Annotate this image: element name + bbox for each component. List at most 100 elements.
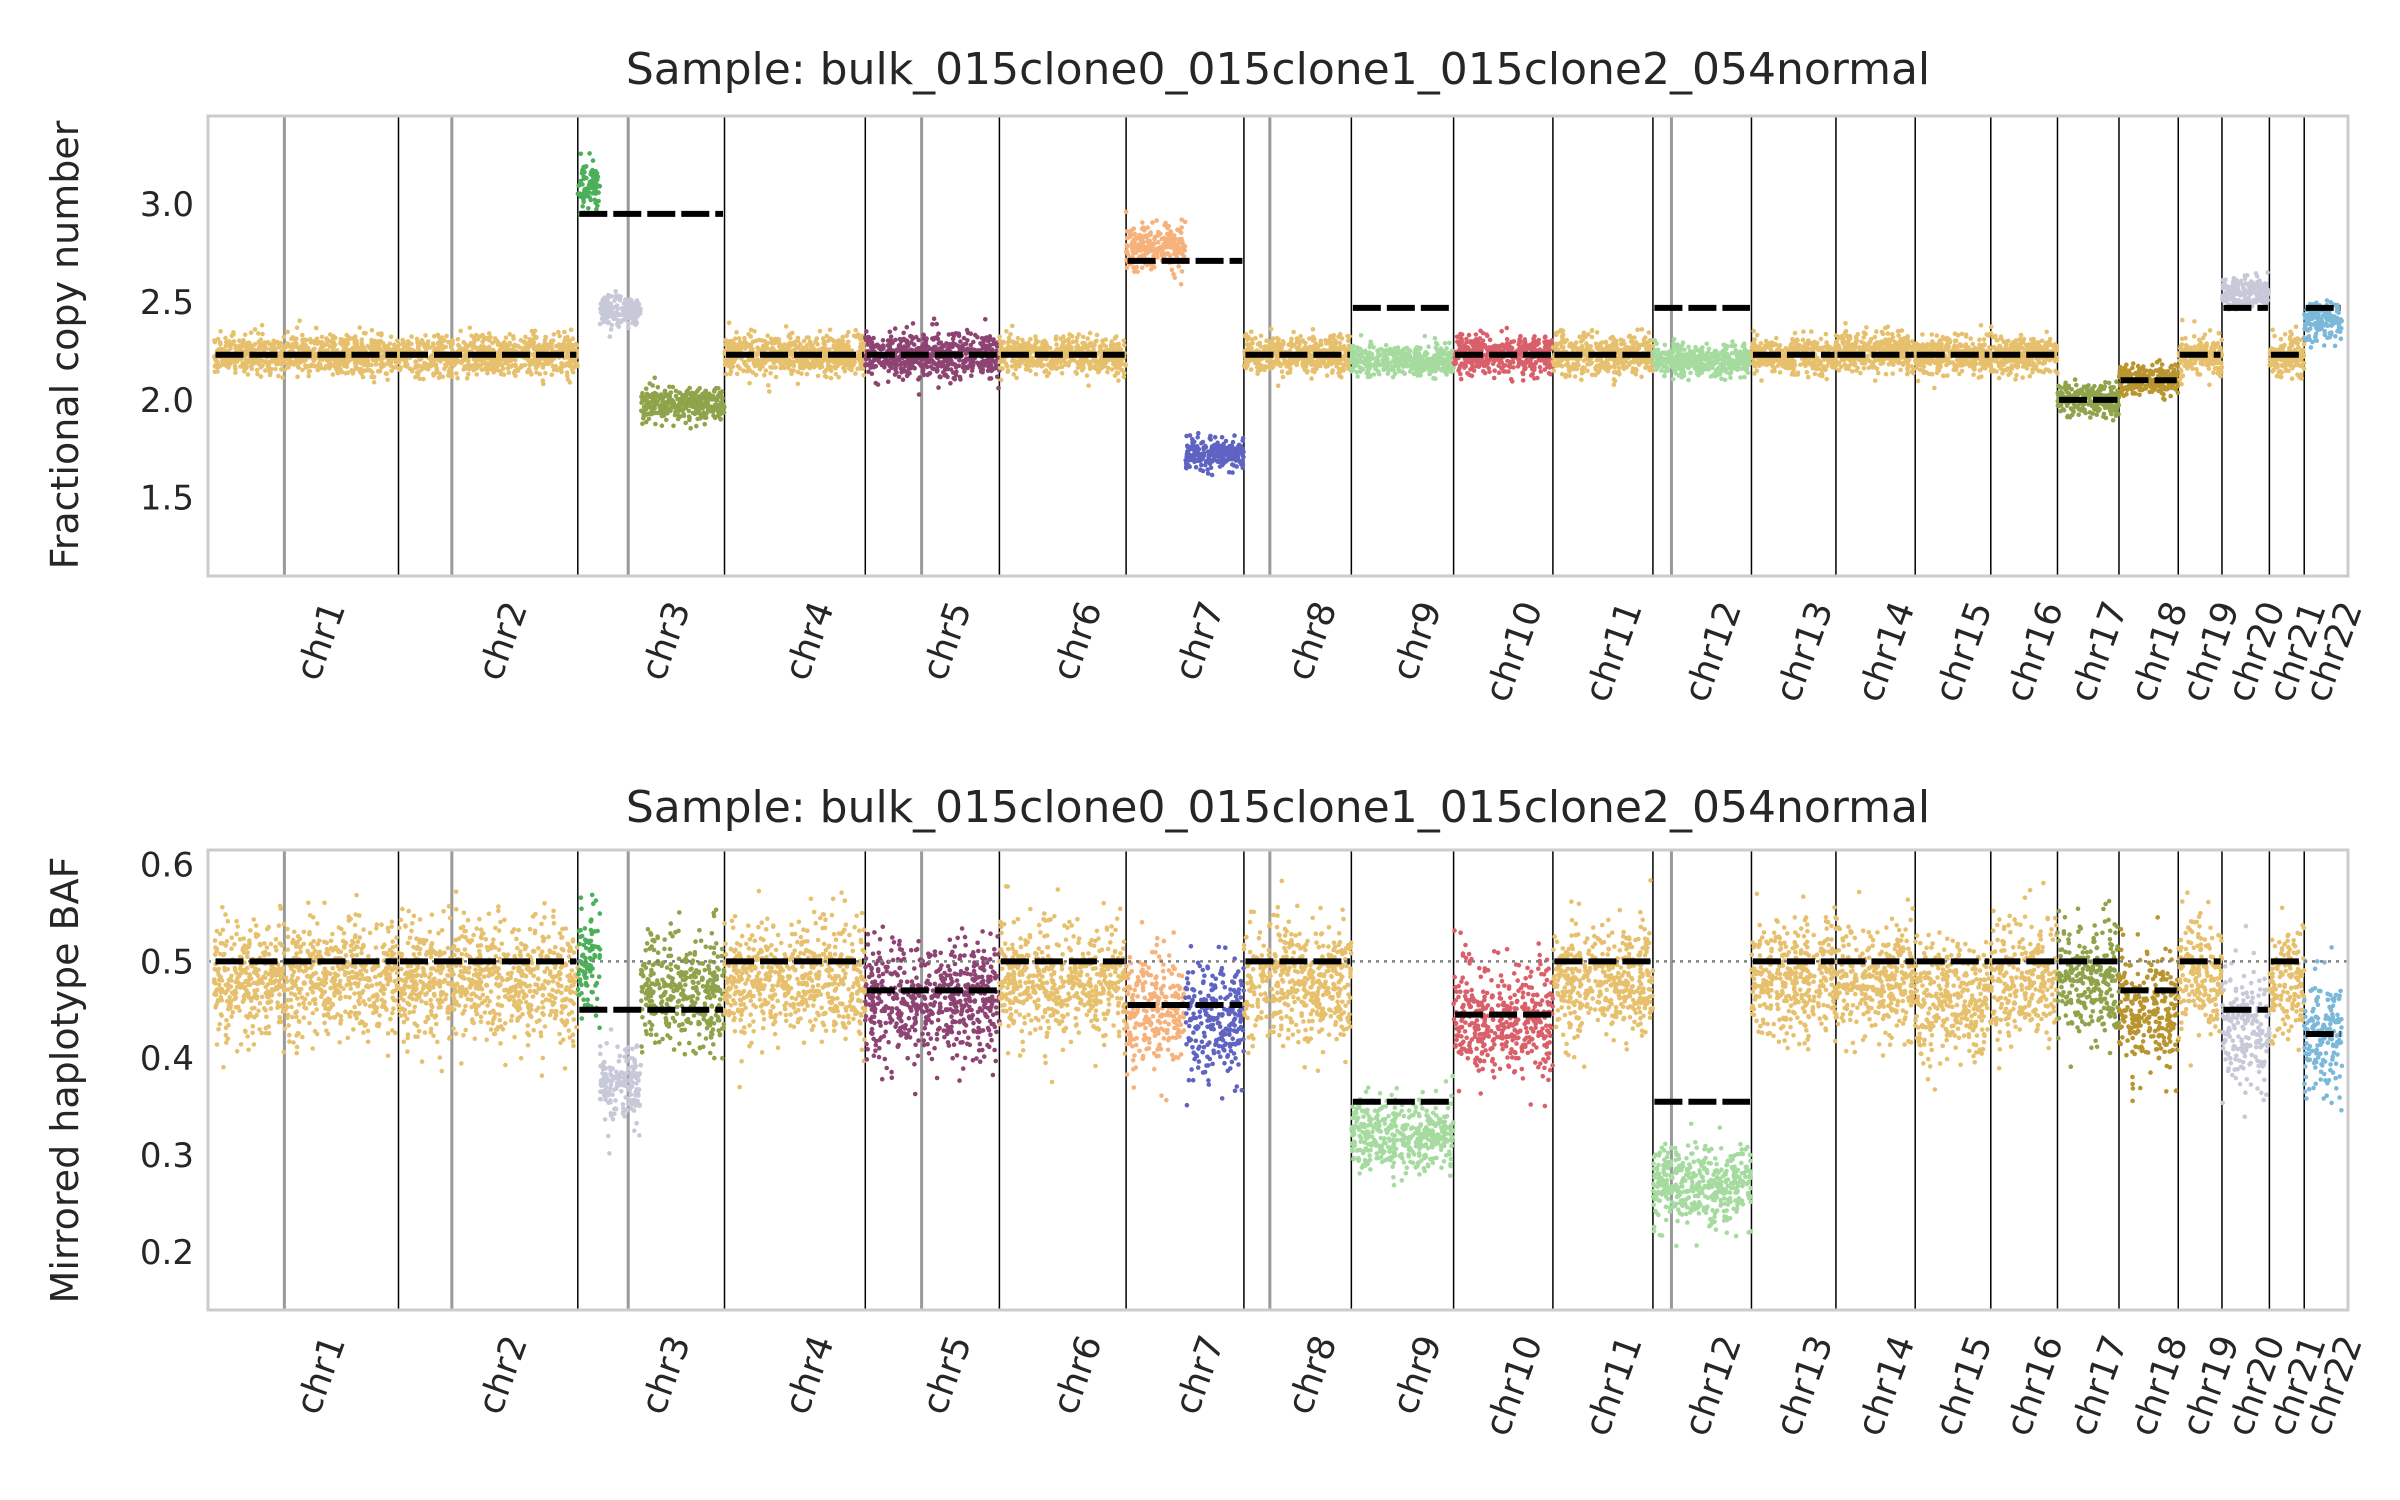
copy-number-point bbox=[785, 360, 790, 366]
copy-number-point bbox=[215, 369, 220, 374]
copy-number-point bbox=[294, 325, 300, 331]
copy-number-point bbox=[1124, 242, 1129, 248]
copy-number-point bbox=[1131, 226, 1137, 231]
copy-number-point bbox=[983, 317, 988, 322]
copy-number-point bbox=[683, 420, 688, 426]
copy-number-point bbox=[371, 374, 377, 380]
copy-number-point bbox=[574, 343, 579, 348]
copy-number-point bbox=[580, 204, 585, 209]
copy-number-point bbox=[1102, 364, 1108, 369]
copy-number-point bbox=[708, 394, 714, 399]
copy-number-point bbox=[357, 325, 363, 330]
copy-number-point bbox=[556, 329, 561, 335]
copy-number-point bbox=[930, 322, 935, 327]
copy-number-point bbox=[212, 338, 217, 343]
copy-number-point bbox=[550, 363, 556, 369]
copy-number-point bbox=[565, 373, 570, 379]
copy-number-point bbox=[1059, 364, 1065, 370]
copy-number-point bbox=[469, 333, 474, 339]
copy-number-point bbox=[559, 369, 564, 375]
copy-number-point bbox=[1288, 366, 1293, 372]
copy-number-point bbox=[885, 358, 891, 363]
copy-number-point bbox=[795, 369, 801, 375]
copy-number-point bbox=[433, 362, 439, 367]
copy-number-point bbox=[300, 332, 305, 338]
copy-number-point bbox=[1291, 329, 1296, 335]
copy-number-point bbox=[308, 340, 314, 345]
copy-number-point bbox=[1230, 447, 1236, 453]
copy-number-point bbox=[984, 335, 989, 340]
copy-number-point bbox=[494, 361, 499, 367]
copy-number-point bbox=[1208, 437, 1213, 442]
copy-number-point bbox=[1005, 368, 1011, 373]
copy-number-point bbox=[981, 358, 987, 364]
copy-number-point bbox=[666, 392, 671, 398]
copy-number-point bbox=[359, 337, 365, 343]
copy-number-point bbox=[1066, 363, 1071, 368]
copy-number-point bbox=[458, 328, 464, 334]
copy-number-point bbox=[646, 400, 652, 406]
copy-number-point bbox=[248, 330, 254, 336]
copy-number-point bbox=[556, 344, 562, 350]
copy-number-point bbox=[988, 358, 993, 363]
copy-number-point bbox=[362, 368, 367, 374]
copy-number-point bbox=[640, 397, 645, 403]
copy-number-point bbox=[1304, 370, 1310, 375]
copy-number-point bbox=[768, 336, 774, 342]
copy-number-point bbox=[1289, 336, 1294, 342]
copy-number-point bbox=[1141, 225, 1146, 230]
copy-number-point bbox=[327, 344, 333, 349]
copy-number-point bbox=[558, 365, 563, 370]
copy-number-point bbox=[357, 348, 362, 353]
copy-number-point bbox=[824, 333, 830, 339]
copy-number-point bbox=[937, 374, 943, 379]
copy-number-point bbox=[770, 345, 775, 350]
copy-number-point bbox=[565, 349, 570, 354]
copy-number-point bbox=[471, 343, 477, 348]
copy-number-point bbox=[258, 345, 264, 351]
copy-number-point bbox=[334, 348, 340, 353]
copy-number-point bbox=[308, 363, 314, 369]
copy-number-point bbox=[450, 338, 455, 343]
copy-number-point bbox=[257, 341, 263, 346]
copy-number-point bbox=[791, 368, 796, 373]
copy-number-point bbox=[409, 367, 415, 372]
copy-number-point bbox=[286, 358, 292, 363]
copy-number-point bbox=[1193, 464, 1199, 470]
copy-number-point bbox=[1236, 442, 1242, 448]
copy-number-point bbox=[760, 346, 766, 351]
copy-number-point bbox=[598, 306, 603, 312]
copy-number-point bbox=[859, 357, 864, 363]
copy-number-point bbox=[811, 364, 817, 370]
copy-number-point bbox=[415, 345, 421, 351]
copy-number-point bbox=[787, 332, 792, 337]
copy-number-point bbox=[866, 336, 872, 341]
copy-number-point bbox=[276, 343, 282, 348]
copy-number-point bbox=[327, 363, 333, 368]
copy-number-point bbox=[909, 340, 914, 345]
copy-number-point bbox=[1385, 371, 1391, 376]
copy-number-point bbox=[557, 333, 562, 339]
copy-number-point bbox=[493, 338, 498, 344]
copy-number-point bbox=[1212, 435, 1218, 440]
copy-number-point bbox=[392, 365, 397, 370]
copy-number-point bbox=[354, 345, 359, 350]
copy-number-point bbox=[1042, 338, 1047, 344]
copy-number-point bbox=[910, 336, 915, 342]
copy-number-point bbox=[436, 341, 442, 346]
copy-number-point bbox=[1107, 357, 1112, 363]
copy-number-point bbox=[1139, 265, 1145, 270]
copy-number-point bbox=[1074, 339, 1079, 344]
copy-number-point bbox=[479, 367, 485, 372]
copy-number-point bbox=[294, 336, 299, 342]
copy-number-point bbox=[258, 374, 264, 379]
copy-number-point bbox=[1163, 244, 1168, 250]
copy-number-point bbox=[443, 344, 449, 350]
copy-number-point bbox=[763, 368, 769, 373]
copy-number-point bbox=[659, 409, 665, 414]
copy-number-point bbox=[694, 389, 700, 394]
copy-number-point bbox=[671, 423, 676, 429]
copy-number-point bbox=[1300, 338, 1306, 343]
copy-number-point bbox=[789, 341, 794, 346]
